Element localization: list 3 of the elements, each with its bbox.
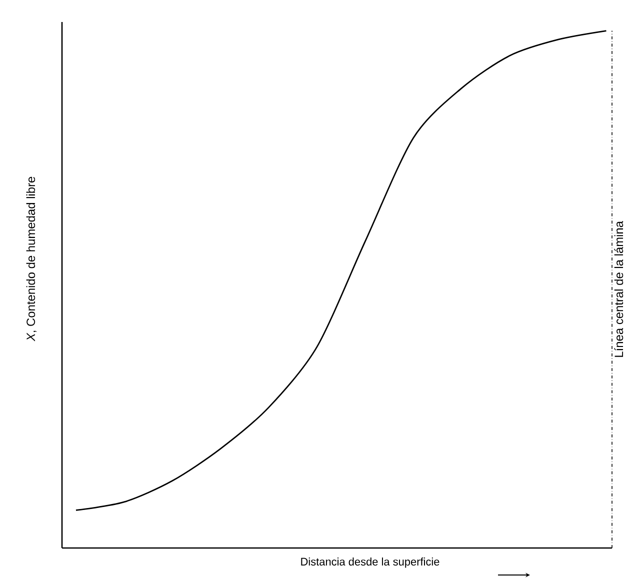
x-axis-title: Distancia desde la superficie (301, 558, 440, 568)
y-axis-title: X, Contenido de humedad libre (26, 176, 36, 342)
text: Línea central de la lámina (614, 220, 624, 357)
